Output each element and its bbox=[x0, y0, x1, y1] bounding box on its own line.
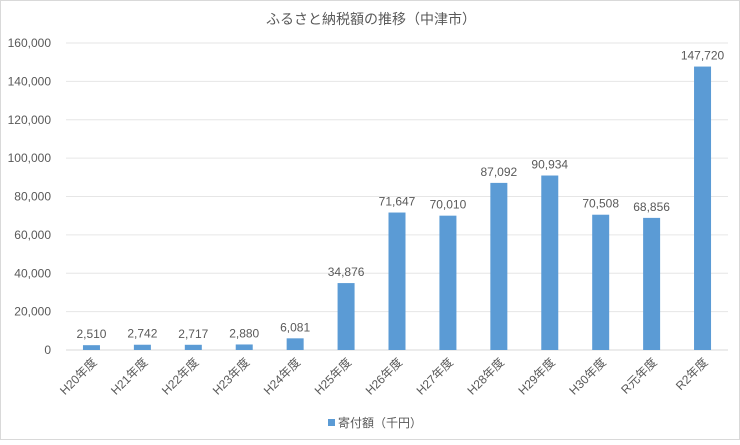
y-tick-label: 120,000 bbox=[8, 113, 52, 127]
bar bbox=[388, 212, 406, 350]
x-tick-label: H23年度 bbox=[209, 355, 252, 398]
data-label: 34,876 bbox=[328, 265, 365, 279]
x-tick-label: H26年度 bbox=[362, 355, 405, 398]
data-label: 6,081 bbox=[280, 320, 310, 334]
data-label: 90,934 bbox=[531, 158, 568, 172]
y-tick-label: 60,000 bbox=[14, 228, 51, 242]
x-tick-label: R2年度 bbox=[672, 355, 710, 393]
bar bbox=[235, 344, 253, 350]
x-tick-label: R元年度 bbox=[618, 355, 660, 397]
bar bbox=[439, 215, 457, 350]
data-label: 70,508 bbox=[582, 197, 619, 211]
legend-swatch bbox=[328, 419, 335, 426]
bar bbox=[337, 283, 355, 350]
x-tick-label: H24年度 bbox=[260, 355, 303, 398]
data-label: 87,092 bbox=[480, 165, 517, 179]
bar bbox=[694, 66, 712, 350]
x-tick-label: H27年度 bbox=[413, 355, 456, 398]
bar bbox=[82, 345, 100, 350]
x-tick-label: H22年度 bbox=[158, 355, 201, 398]
bar bbox=[643, 217, 661, 350]
bar bbox=[541, 175, 559, 350]
bar bbox=[184, 344, 202, 350]
chart-title: ふるさと納税額の推移（中津市） bbox=[266, 11, 476, 27]
y-tick-label: 140,000 bbox=[8, 74, 52, 88]
bar bbox=[490, 182, 508, 350]
bar bbox=[133, 344, 151, 350]
data-label: 2,717 bbox=[178, 327, 208, 341]
x-tick-label: H28年度 bbox=[464, 355, 507, 398]
y-tick-label: 40,000 bbox=[14, 266, 51, 280]
x-tick-label: H30年度 bbox=[566, 355, 609, 398]
bar bbox=[592, 214, 610, 350]
legend-label: 寄付額（千円） bbox=[338, 415, 422, 430]
y-tick-label: 100,000 bbox=[8, 151, 52, 165]
x-tick-label: H20年度 bbox=[56, 355, 99, 398]
y-tick-label: 80,000 bbox=[14, 190, 51, 204]
x-tick-label: H25年度 bbox=[311, 355, 354, 398]
y-tick-label: 160,000 bbox=[8, 36, 52, 50]
y-tick-label: 20,000 bbox=[14, 305, 51, 319]
data-label: 68,856 bbox=[633, 200, 670, 214]
bar bbox=[286, 338, 304, 350]
data-label: 2,880 bbox=[229, 326, 259, 340]
data-label: 2,742 bbox=[127, 327, 157, 341]
data-label: 70,010 bbox=[430, 198, 467, 212]
data-label: 2,510 bbox=[76, 327, 106, 341]
data-label: 147,720 bbox=[681, 49, 725, 63]
x-tick-label: H21年度 bbox=[107, 355, 150, 398]
data-label: 71,647 bbox=[379, 195, 416, 209]
x-tick-label: H29年度 bbox=[515, 355, 558, 398]
y-tick-label: 0 bbox=[44, 343, 51, 357]
